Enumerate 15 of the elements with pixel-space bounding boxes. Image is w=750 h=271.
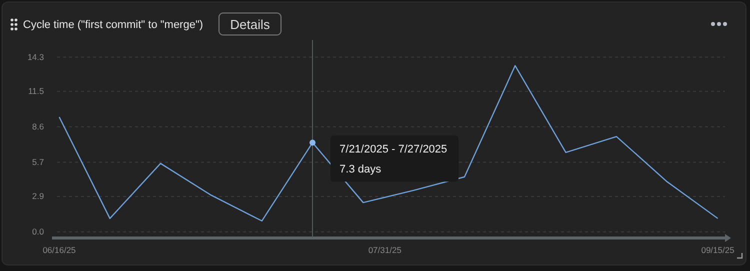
- y-tick-label: 2.9: [32, 191, 44, 202]
- annotation: 7/21/2025 - 7/27/2025: [340, 144, 448, 156]
- tooltip: 7/21/2025 - 7/27/2025 7.3 days: [330, 136, 459, 182]
- chart-title: Cycle time ("first commit" to "merge"): [23, 19, 204, 31]
- details-button: Details: [218, 12, 282, 36]
- y-tick-label: 5.7: [32, 156, 44, 167]
- x-tick-label: 07/31/25: [368, 245, 402, 256]
- y-tick-label: 8.6: [32, 122, 44, 132]
- x-tick-label: 06/16/25: [42, 245, 76, 256]
- annotation: 7.3 days: [340, 164, 382, 176]
- y-tick-label: 11.5: [28, 86, 44, 96]
- x-tick-label: 09/15/25: [701, 245, 735, 256]
- y-tick-label: 0.0: [32, 226, 44, 237]
- line-series: [58, 65, 718, 222]
- y-tick-label: 14.3: [27, 52, 44, 62]
